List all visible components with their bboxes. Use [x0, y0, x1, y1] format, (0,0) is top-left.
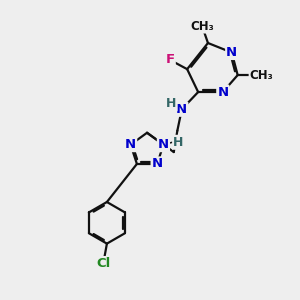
Text: H: H — [173, 136, 184, 149]
Text: N: N — [217, 85, 228, 98]
Text: N: N — [125, 138, 136, 151]
Text: N: N — [226, 46, 237, 59]
Text: CH₃: CH₃ — [250, 69, 273, 82]
Text: N: N — [152, 158, 163, 170]
Text: H: H — [166, 98, 177, 110]
Text: F: F — [166, 53, 175, 66]
Text: Cl: Cl — [97, 257, 111, 270]
Text: N: N — [158, 138, 169, 151]
Text: N: N — [176, 103, 188, 116]
Text: CH₃: CH₃ — [191, 20, 214, 33]
